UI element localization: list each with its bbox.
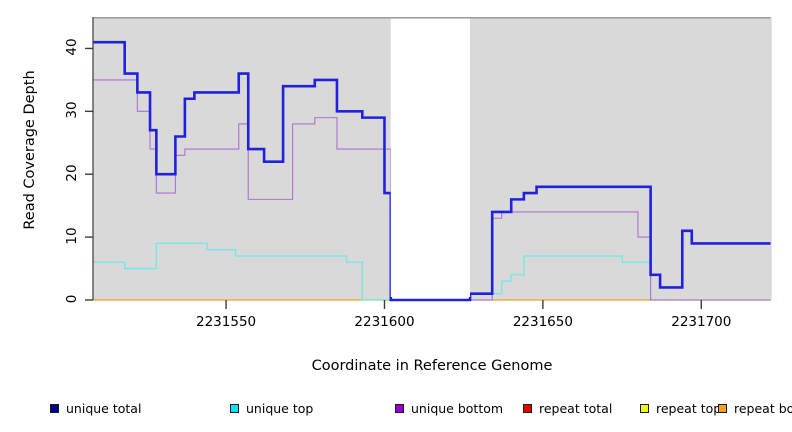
series-line-unique-top [93,242,771,301]
legend-swatch-icon [395,403,404,413]
legend-item-unique-total[interactable]: unique total [50,398,141,418]
legend-swatch-icon [230,403,239,413]
y-axis-title: Read Coverage Depth [22,70,38,230]
y-tick-label-10: 10 [64,227,80,245]
x-tick-label-2231550: 2231550 [196,314,257,330]
legend-label: repeat total [539,400,613,416]
legend-swatch-icon [50,403,59,413]
legend-label: repeat top [656,400,722,416]
legend-item-unique-top[interactable]: unique top [230,398,313,418]
chart-legend: unique total unique top unique bottom repea… [0,398,792,422]
x-tick-label-2231600: 2231600 [354,314,415,330]
legend-item-repeat-top[interactable]: repeat top [640,398,721,418]
legend-swatch-icon [640,403,649,413]
x-tick-label-2231650: 2231650 [512,314,573,330]
legend-label: repeat bottom [734,400,792,416]
legend-item-repeat-total[interactable]: repeat total [523,398,612,418]
x-axis-title: Coordinate in Reference Genome [311,358,553,374]
legend-label: unique top [246,400,314,416]
legend-label: unique bottom [411,400,504,416]
no-data-gap-mask [390,18,471,297]
legend-label: unique total [66,400,142,416]
y-tick-label-0: 0 [64,294,80,304]
series-line-unique-total [93,40,771,302]
legend-item-repeat-bottom[interactable]: repeat bottom [718,398,792,418]
legend-swatch-icon [718,403,727,413]
y-tick-label-20: 20 [64,164,80,182]
legend-item-unique-bottom[interactable]: unique bottom [395,398,503,418]
y-tick-label-30: 30 [64,101,80,119]
x-tick-label-2231700: 2231700 [671,314,732,330]
y-tick-label-40: 40 [64,38,80,57]
legend-swatch-icon [523,403,532,413]
